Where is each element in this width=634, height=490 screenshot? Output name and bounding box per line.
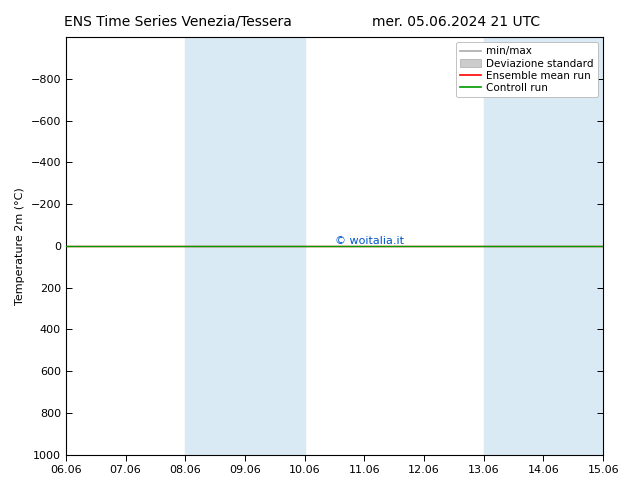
Y-axis label: Temperature 2m (°C): Temperature 2m (°C): [15, 187, 25, 305]
Bar: [484, 37, 603, 455]
Text: mer. 05.06.2024 21 UTC: mer. 05.06.2024 21 UTC: [372, 15, 541, 29]
Text: © woitalia.it: © woitalia.it: [335, 236, 404, 246]
Bar: [185, 37, 305, 455]
Text: ENS Time Series Venezia/Tessera: ENS Time Series Venezia/Tessera: [63, 15, 292, 29]
Legend: min/max, Deviazione standard, Ensemble mean run, Controll run: min/max, Deviazione standard, Ensemble m…: [456, 42, 598, 97]
